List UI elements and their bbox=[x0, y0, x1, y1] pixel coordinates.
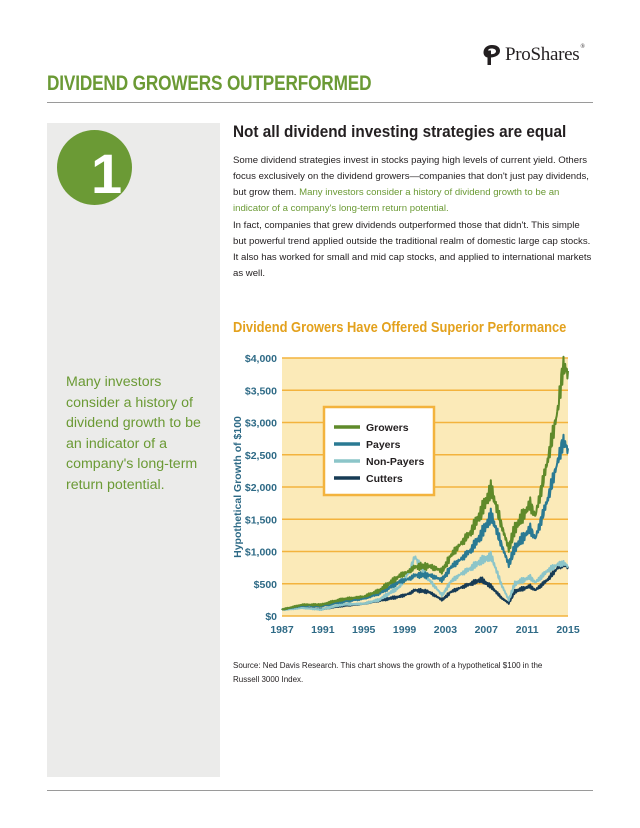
x-tick-label: 1995 bbox=[352, 624, 376, 636]
proshares-logo[interactable]: ProShares® bbox=[482, 42, 585, 68]
brand-name: ProShares® bbox=[505, 44, 585, 65]
x-tick-label: 1991 bbox=[311, 624, 335, 636]
y-tick-label: $500 bbox=[254, 579, 278, 591]
chart-legend: Growers Payers Non-Payers Cutters bbox=[322, 405, 436, 497]
x-tick-label: 2007 bbox=[475, 624, 499, 636]
legend-label: Cutters bbox=[366, 473, 403, 485]
y-tick-label: $3,000 bbox=[245, 418, 277, 430]
y-tick-label: $2,000 bbox=[245, 482, 277, 494]
y-tick-label: $2,500 bbox=[245, 450, 277, 462]
x-tick-label: 2015 bbox=[556, 624, 580, 636]
performance-line-chart: $0 $500 $1,000 $1,500 $2,000 $2,500 $3,000 $3,5… bbox=[232, 353, 580, 636]
footer-divider bbox=[47, 790, 593, 791]
section-number: 1 bbox=[91, 142, 123, 205]
x-tick-label: 1987 bbox=[270, 624, 294, 636]
y-axis-label: Hypothetical Growth of $100 bbox=[232, 416, 244, 558]
y-tick-label: $1,500 bbox=[245, 514, 277, 526]
series-line-payers bbox=[281, 433, 569, 611]
section-heading: Not all dividend investing strategies ar… bbox=[233, 122, 567, 141]
chart-title: Dividend Growers Have Offered Superior P… bbox=[233, 319, 567, 336]
proshares-logo-icon bbox=[483, 45, 500, 65]
y-tick-label: $3,500 bbox=[245, 385, 277, 397]
section-number-badge: 1 bbox=[57, 130, 132, 205]
intro-paragraph: Some dividend strategies invest in stock… bbox=[233, 155, 589, 214]
legend-box bbox=[322, 405, 436, 497]
sidebar-panel bbox=[47, 123, 220, 777]
y-tick-label: $0 bbox=[265, 611, 277, 623]
y-tick-label: $1,000 bbox=[245, 547, 277, 559]
series-line-non-payers bbox=[281, 550, 569, 611]
y-tick-label: $4,000 bbox=[245, 353, 277, 365]
page-title: DIVIDEND GROWERS OUTPERFORMED bbox=[47, 72, 372, 95]
legend-label: Growers bbox=[366, 422, 409, 434]
x-tick-label: 2003 bbox=[434, 624, 458, 636]
x-tick-label: 1999 bbox=[393, 624, 417, 636]
series-line-growers bbox=[281, 355, 569, 611]
header-divider bbox=[47, 102, 593, 103]
pull-quote: Many investors consider a history of div… bbox=[66, 374, 201, 493]
x-axis-ticks: 1987 1991 1995 1999 2003 2007 2011 2015 bbox=[270, 624, 580, 636]
legend-label: Non-Payers bbox=[366, 456, 425, 468]
y-axis-ticks: $0 $500 $1,000 $1,500 $2,000 $2,500 $3,000 $3,5… bbox=[245, 353, 277, 623]
legend-label: Payers bbox=[366, 439, 401, 451]
x-tick-label: 2011 bbox=[516, 624, 539, 636]
source-note: Source: Ned Davis Research. This chart s… bbox=[233, 661, 543, 684]
detail-paragraph: In fact, companies that grew dividends o… bbox=[233, 220, 592, 279]
highlighted-sentence: Many investors consider a history of div… bbox=[233, 187, 560, 214]
series-lines bbox=[281, 355, 569, 611]
